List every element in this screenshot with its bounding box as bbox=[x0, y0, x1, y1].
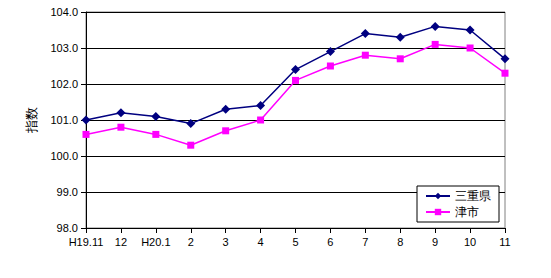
svg-text:11: 11 bbox=[499, 236, 510, 248]
svg-text:9: 9 bbox=[432, 236, 438, 248]
svg-text:102.0: 102.0 bbox=[50, 78, 78, 90]
svg-text:3: 3 bbox=[223, 236, 229, 248]
svg-text:104.0: 104.0 bbox=[50, 6, 78, 18]
svg-text:三重県: 三重県 bbox=[455, 189, 491, 203]
svg-text:2: 2 bbox=[188, 236, 194, 248]
svg-text:10: 10 bbox=[464, 236, 476, 248]
svg-text:H20.1: H20.1 bbox=[141, 236, 170, 248]
svg-text:98.0: 98.0 bbox=[57, 222, 78, 234]
svg-text:6: 6 bbox=[327, 236, 333, 248]
svg-text:100.0: 100.0 bbox=[50, 150, 78, 162]
svg-text:7: 7 bbox=[362, 236, 368, 248]
svg-text:指数: 指数 bbox=[24, 107, 39, 134]
svg-text:8: 8 bbox=[397, 236, 403, 248]
svg-text:4: 4 bbox=[258, 236, 264, 248]
svg-text:津市: 津市 bbox=[455, 205, 479, 219]
svg-text:101.0: 101.0 bbox=[50, 114, 78, 126]
svg-text:103.0: 103.0 bbox=[50, 42, 78, 54]
svg-text:99.0: 99.0 bbox=[57, 186, 78, 198]
svg-text:12: 12 bbox=[115, 236, 127, 248]
svg-text:H19.11: H19.11 bbox=[69, 236, 104, 248]
svg-text:5: 5 bbox=[292, 236, 298, 248]
